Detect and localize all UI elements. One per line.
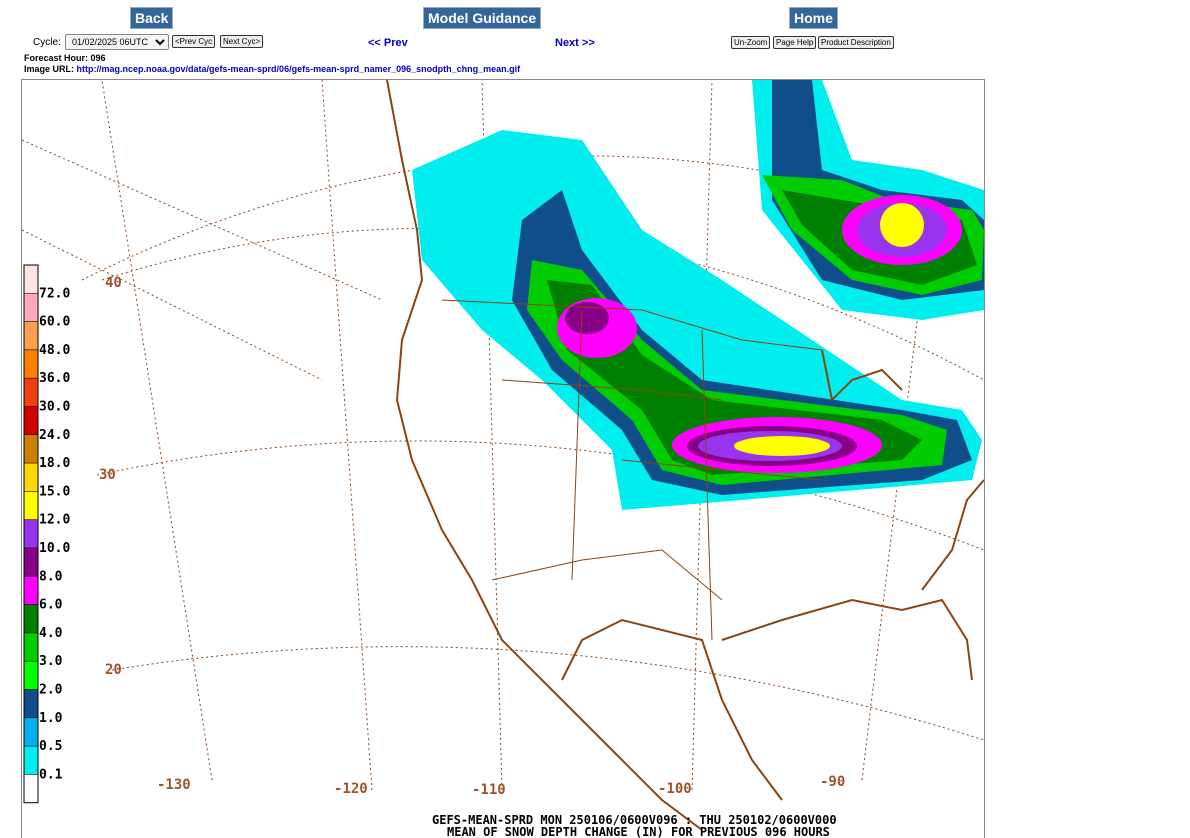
legend-swatch (23, 632, 39, 662)
legend-swatch (23, 547, 39, 577)
lon-label: -90 (820, 774, 845, 790)
legend-swatch (23, 434, 39, 464)
legend-swatch (23, 774, 39, 803)
legend-swatch (23, 660, 39, 690)
model-guidance-button[interactable]: Model Guidance (423, 7, 542, 29)
legend-swatch (23, 491, 39, 520)
legend-swatch (23, 745, 39, 775)
lat-label: 40 (105, 275, 122, 291)
legend-label: 3.0 (39, 654, 63, 669)
legend-label: 72.0 (39, 286, 70, 301)
legend-label: 6.0 (39, 598, 63, 613)
legend-swatch (23, 293, 39, 322)
prev-cycle-button[interactable]: <Prev Cyc (172, 35, 216, 48)
image-url-row: Image URL: http://mag.ncep.noaa.gov/data… (24, 64, 520, 74)
snow-depth-field (412, 80, 984, 510)
legend-label: 18.0 (39, 456, 70, 471)
legend-label: 0.5 (39, 739, 62, 754)
map-graphic: 72.0 60.0 48.0 36.0 30.0 24.0 18.0 15.0 12.0 10.0… (22, 80, 984, 838)
legend-swatch (23, 576, 39, 605)
legend-swatch (23, 717, 39, 747)
legend-swatch (23, 519, 39, 549)
legend-swatch (23, 377, 39, 407)
lon-label: -110 (472, 782, 506, 798)
legend-label: 24.0 (39, 428, 70, 443)
legend-swatch (23, 349, 39, 379)
product-description-button[interactable]: Product Description (818, 36, 894, 49)
lon-label: -100 (658, 781, 692, 797)
legend-label: 48.0 (39, 343, 70, 358)
legend-label: 1.0 (39, 711, 63, 726)
legend-label: 12.0 (39, 513, 70, 528)
legend-label: 4.0 (39, 626, 63, 641)
prev-link[interactable]: << Prev (368, 37, 408, 49)
cycle-label: Cycle: (33, 37, 61, 48)
legend-label: 8.0 (39, 569, 63, 584)
legend-label: 36.0 (39, 371, 70, 386)
legend-label: 15.0 (39, 484, 70, 499)
legend-frame (23, 264, 39, 804)
page-help-button[interactable]: Page Help (773, 36, 817, 49)
image-url-label: Image URL: (24, 64, 75, 74)
coastlines (386, 80, 984, 831)
image-url-link[interactable]: http://mag.ncep.noaa.gov/data/gefs-mean-… (76, 64, 521, 74)
legend-swatch (23, 604, 39, 634)
legend-swatch (23, 406, 39, 436)
color-legend: 72.0 60.0 48.0 36.0 30.0 24.0 18.0 15.0 12.0 10.0… (23, 264, 70, 804)
legend-label: 2.0 (39, 683, 63, 698)
cycle-select[interactable]: 01/02/2025 06UTC (65, 34, 169, 50)
legend-swatch (23, 321, 39, 351)
lon-label: -130 (157, 777, 191, 793)
borders (441, 299, 823, 641)
next-link[interactable]: Next >> (555, 37, 595, 49)
legend-swatch (23, 462, 39, 492)
back-button[interactable]: Back (130, 7, 174, 29)
caption-line-2: MEAN OF SNOW DEPTH CHANGE (IN) FOR PREVI… (447, 825, 830, 838)
legend-label: 60.0 (39, 315, 70, 330)
next-cycle-button[interactable]: Next Cyc> (220, 35, 264, 48)
forecast-map: 72.0 60.0 48.0 36.0 30.0 24.0 18.0 15.0 12.0 10.0… (21, 79, 985, 838)
forecast-hour: Forecast Hour: 096 (24, 53, 106, 63)
lat-label: 20 (105, 662, 122, 678)
legend-label: 30.0 (39, 400, 70, 415)
home-button[interactable]: Home (789, 7, 838, 29)
unzoom-button[interactable]: Un-Zoom (731, 36, 771, 49)
legend-label: 10.0 (39, 541, 70, 556)
legend-swatch (23, 264, 39, 294)
legend-swatch (23, 689, 39, 719)
lon-label: -120 (334, 781, 368, 797)
caption-line-1: GEFS-MEAN-SPRD MON 250106/0600V096 : THU… (432, 813, 837, 827)
legend-label: 0.1 (39, 767, 63, 782)
lat-label: 30 (99, 467, 116, 483)
